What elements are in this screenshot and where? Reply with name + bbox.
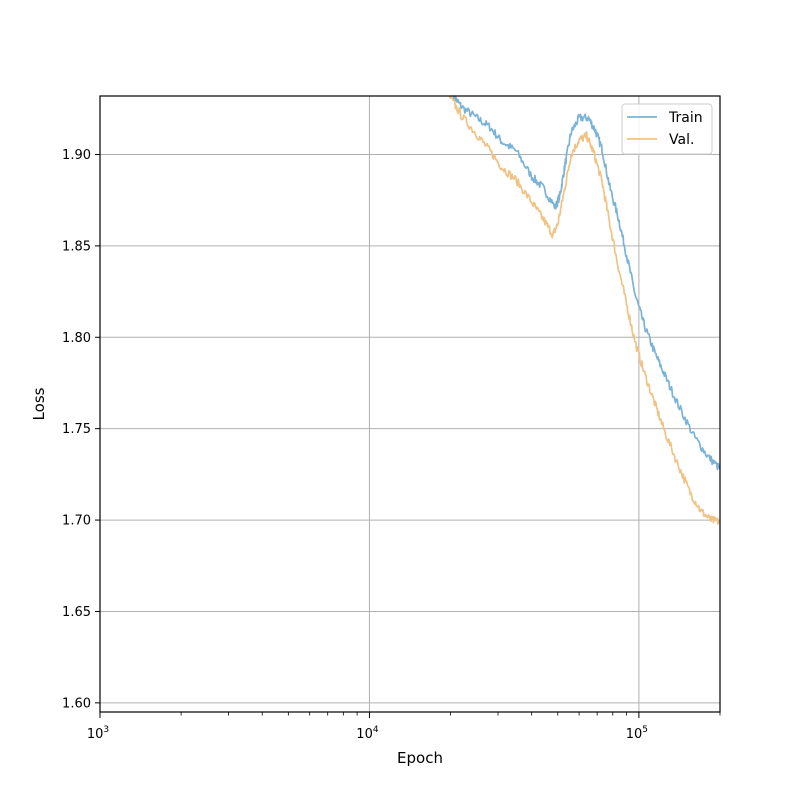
legend: Train Val. [621, 103, 713, 155]
y-tick-label: 1.70 [62, 514, 91, 529]
y-axis-label: Loss [30, 387, 48, 420]
y-tick-label: 1.85 [62, 239, 91, 254]
ticks: 1.60 1.65 1.70 1.75 1.80 1.85 1.90 103 104 105 [62, 148, 721, 742]
y-tick-label: 1.65 [62, 605, 91, 620]
y-tick-label: 1.75 [62, 422, 91, 437]
x-axis-label: Epoch [397, 749, 443, 767]
series-line-val [448, 95, 721, 525]
y-tick-label: 1.80 [62, 331, 91, 346]
y-tick-label: 1.60 [62, 696, 91, 711]
x-tick-label: 103 [87, 725, 109, 742]
x-tick-label: 104 [356, 725, 379, 742]
y-tick-label: 1.90 [62, 148, 91, 163]
legend-label: Val. [669, 132, 694, 148]
series-layer [448, 95, 721, 525]
series-line-train [452, 95, 721, 471]
plot-frame [99, 95, 721, 713]
legend-label: Train [668, 110, 703, 126]
x-tick-label: 105 [626, 725, 648, 742]
